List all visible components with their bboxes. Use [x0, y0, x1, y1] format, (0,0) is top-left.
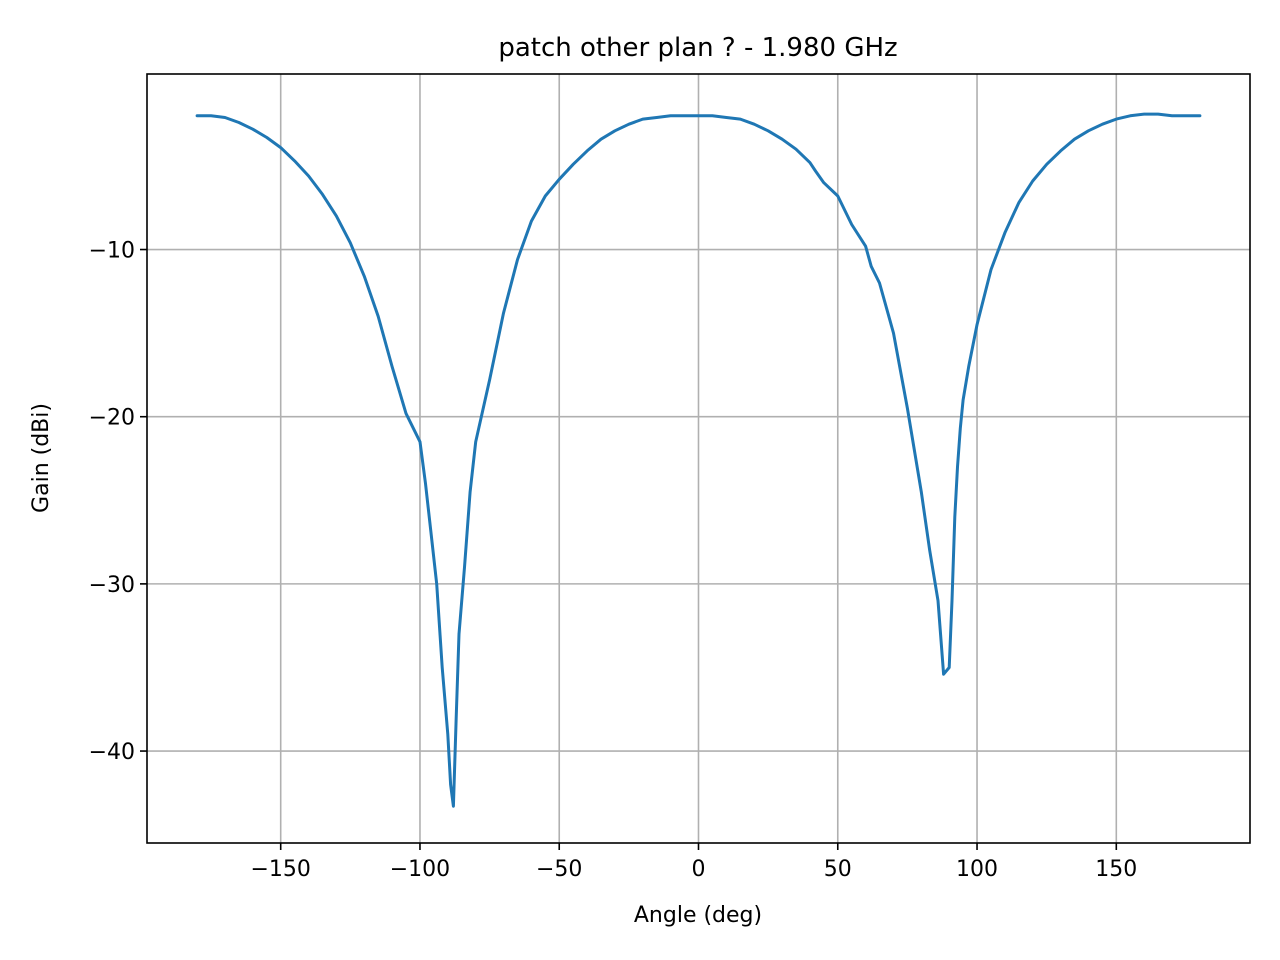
x-axis-label: Angle (deg): [634, 903, 762, 928]
y-tick-label: −10: [89, 239, 135, 264]
grid: [147, 74, 1250, 843]
x-tick-label: 150: [1095, 857, 1137, 882]
x-tick-label: −100: [390, 857, 450, 882]
x-tick-label: 0: [692, 857, 706, 882]
y-tick-label: −30: [89, 573, 135, 598]
y-tick-label: −20: [89, 406, 135, 431]
gain-series-line: [195, 112, 1202, 808]
x-tick-label: 50: [824, 857, 852, 882]
y-axis-label: Gain (dBi): [29, 403, 54, 513]
x-tick-label: −50: [536, 857, 582, 882]
series-layer: [195, 112, 1202, 808]
x-tick-label: 100: [956, 857, 998, 882]
y-tick-label: −40: [89, 740, 135, 765]
x-tick-label: −150: [250, 857, 310, 882]
y-axis: −10 −20 −30 −40: [89, 239, 147, 765]
chart-title: patch other plan ? - 1.980 GHz: [498, 33, 897, 63]
x-axis: −150 −100 −50 0 50 100 150: [250, 843, 1137, 882]
